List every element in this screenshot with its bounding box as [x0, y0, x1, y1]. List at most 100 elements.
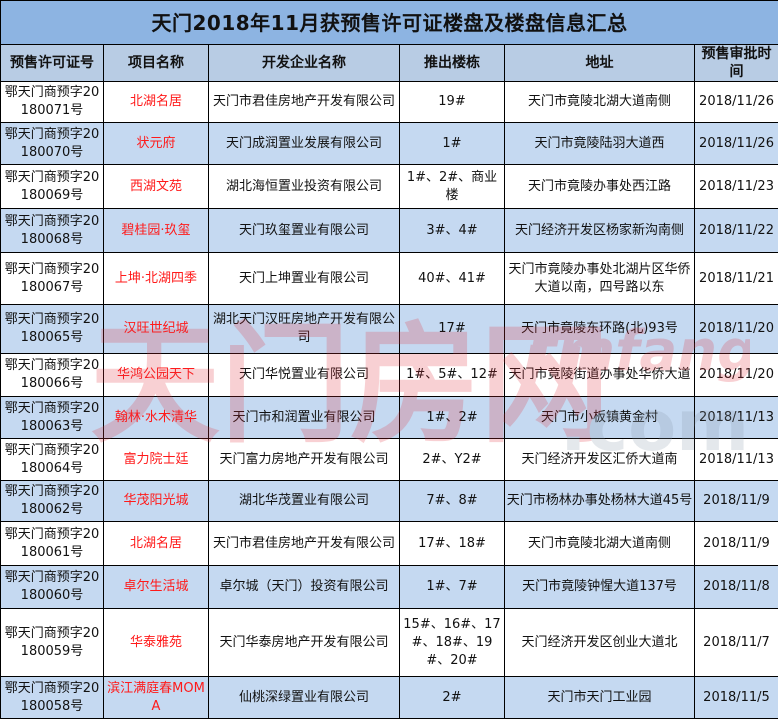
address-cell: 天门市竟陵办事处北湖片区华侨大道以南，四号路以东: [505, 253, 695, 305]
developer-cell: 天门成润置业发展有限公司: [209, 123, 400, 165]
permit-cell: 鄂天门商预字20180058号: [1, 677, 104, 719]
buildings-cell: 3#、4#: [400, 209, 505, 253]
developer-cell: 天门市君佳房地产开发有限公司: [209, 82, 400, 123]
developer-cell: 天门华悦置业有限公司: [209, 354, 400, 397]
column-header-project: 项目名称: [104, 45, 209, 82]
project-name-cell: 西湖文苑: [104, 165, 209, 209]
developer-cell: 卓尔城（天门）投资有限公司: [209, 566, 400, 609]
developer-cell: 天门市君佳房地产开发有限公司: [209, 522, 400, 566]
column-header-permit: 预售许可证号: [1, 45, 104, 82]
approval-date-cell: 2018/11/26: [695, 123, 778, 165]
column-header-buildings: 推出楼栋: [400, 45, 505, 82]
buildings-cell: 1#、2#: [400, 397, 505, 439]
address-cell: 天门经济开发区汇侨大道南: [505, 439, 695, 481]
buildings-cell: 1#、7#: [400, 566, 505, 609]
project-name-cell: 上坤·北湖四季: [104, 253, 209, 305]
address-cell: 天门市小板镇黄金村: [505, 397, 695, 439]
developer-cell: 天门上坤置业有限公司: [209, 253, 400, 305]
address-cell: 天门市竟陵东环路(北)93号: [505, 305, 695, 354]
approval-date-cell: 2018/11/22: [695, 209, 778, 253]
approval-date-cell: 2018/11/5: [695, 677, 778, 719]
project-name-cell: 北湖名居: [104, 522, 209, 566]
permit-cell: 鄂天门商预字20180060号: [1, 566, 104, 609]
developer-cell: 湖北天门汉旺房地产开发有限公司: [209, 305, 400, 354]
project-name-cell: 汉旺世纪城: [104, 305, 209, 354]
address-cell: 天门经济开发区杨家新沟南侧: [505, 209, 695, 253]
approval-date-cell: 2018/11/20: [695, 305, 778, 354]
buildings-cell: 17#、18#: [400, 522, 505, 566]
project-name-cell: 富力院士廷: [104, 439, 209, 481]
buildings-cell: 7#、8#: [400, 481, 505, 522]
developer-cell: 天门富力房地产开发有限公司: [209, 439, 400, 481]
permit-cell: 鄂天门商预字20180064号: [1, 439, 104, 481]
approval-date-cell: 2018/11/21: [695, 253, 778, 305]
developer-cell: 湖北海恒置业投资有限公司: [209, 165, 400, 209]
permit-cell: 鄂天门商预字20180067号: [1, 253, 104, 305]
permit-cell: 鄂天门商预字20180071号: [1, 82, 104, 123]
developer-cell: 天门玖玺置业有限公司: [209, 209, 400, 253]
address-cell: 天门经济开发区创业大道北: [505, 609, 695, 677]
buildings-cell: 15#、16#、17#、18#、19#、20#: [400, 609, 505, 677]
permit-cell: 鄂天门商预字20180065号: [1, 305, 104, 354]
address-cell: 天门市杨林办事处杨林大道45号: [505, 481, 695, 522]
buildings-cell: 19#: [400, 82, 505, 123]
project-name-cell: 华茂阳光城: [104, 481, 209, 522]
permit-cell: 鄂天门商预字20180069号: [1, 165, 104, 209]
approval-date-cell: 2018/11/8: [695, 566, 778, 609]
permit-cell: 鄂天门商预字20180062号: [1, 481, 104, 522]
permit-cell: 鄂天门商预字20180061号: [1, 522, 104, 566]
project-name-cell: 翰林·水木清华: [104, 397, 209, 439]
column-header-address: 地址: [505, 45, 695, 82]
developer-cell: 湖北华茂置业有限公司: [209, 481, 400, 522]
approval-date-cell: 2018/11/20: [695, 354, 778, 397]
address-cell: 天门市竟陵北湖大道南侧: [505, 522, 695, 566]
buildings-cell: 40#、41#: [400, 253, 505, 305]
project-name-cell: 华鸿公园天下: [104, 354, 209, 397]
approval-date-cell: 2018/11/13: [695, 439, 778, 481]
buildings-cell: 2#: [400, 677, 505, 719]
address-cell: 天门市天门工业园: [505, 677, 695, 719]
column-header-developer: 开发企业名称: [209, 45, 400, 82]
developer-cell: 天门华泰房地产开发有限公司: [209, 609, 400, 677]
table-title: 天门2018年11月获预售许可证楼盘及楼盘信息汇总: [1, 1, 778, 45]
address-cell: 天门市竟陵陆羽大道西: [505, 123, 695, 165]
permit-cell: 鄂天门商预字20180066号: [1, 354, 104, 397]
address-cell: 天门市竟陵北湖大道南侧: [505, 82, 695, 123]
buildings-cell: 1#、2#、商业楼: [400, 165, 505, 209]
buildings-cell: 17#: [400, 305, 505, 354]
project-name-cell: 卓尔生活城: [104, 566, 209, 609]
permit-cell: 鄂天门商预字20180059号: [1, 609, 104, 677]
buildings-cell: 2#、Y2#: [400, 439, 505, 481]
approval-date-cell: 2018/11/23: [695, 165, 778, 209]
buildings-cell: 1#: [400, 123, 505, 165]
approval-date-cell: 2018/11/9: [695, 481, 778, 522]
approval-date-cell: 2018/11/26: [695, 82, 778, 123]
permit-cell: 鄂天门商预字20180063号: [1, 397, 104, 439]
project-name-cell: 华泰雅苑: [104, 609, 209, 677]
developer-cell: 天门市和润置业有限公司: [209, 397, 400, 439]
project-name-cell: 北湖名居: [104, 82, 209, 123]
approval-date-cell: 2018/11/13: [695, 397, 778, 439]
column-header-date: 预售审批时间: [695, 45, 778, 82]
project-name-cell: 状元府: [104, 123, 209, 165]
permit-cell: 鄂天门商预字20180068号: [1, 209, 104, 253]
address-cell: 天门市竟陵办事处西江路: [505, 165, 695, 209]
address-cell: 天门市竟陵钟惺大道137号: [505, 566, 695, 609]
project-name-cell: 滨江满庭春MOMA: [104, 677, 209, 719]
developer-cell: 仙桃深绿置业有限公司: [209, 677, 400, 719]
approval-date-cell: 2018/11/7: [695, 609, 778, 677]
